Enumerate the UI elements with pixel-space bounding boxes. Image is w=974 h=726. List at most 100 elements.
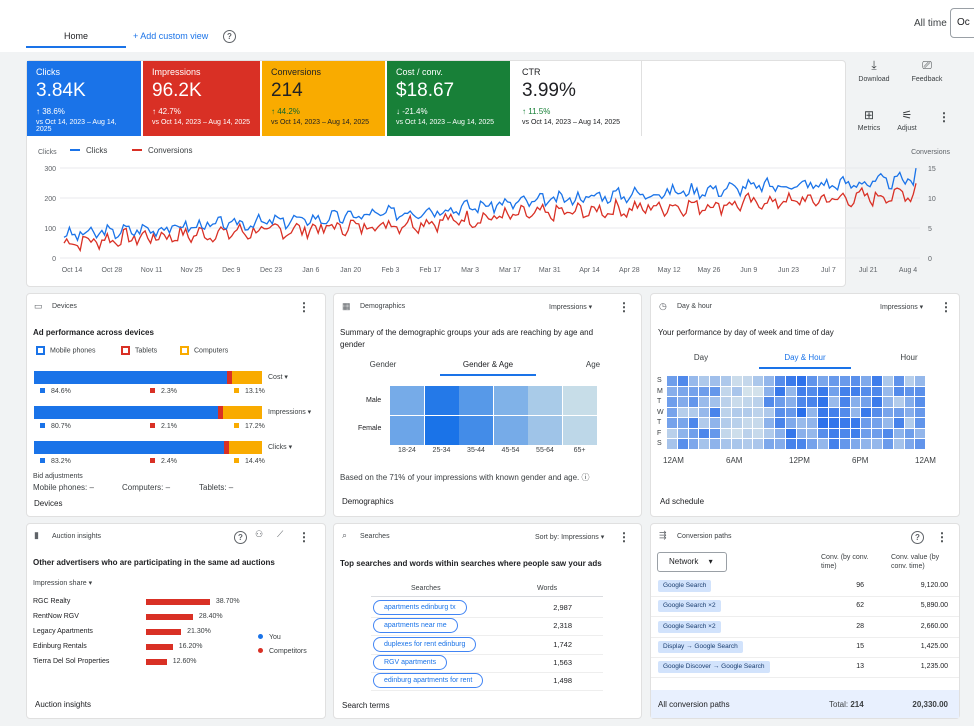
conversion-help-icon[interactable]: ? xyxy=(911,531,924,544)
heatmap-cell[interactable] xyxy=(742,407,753,417)
heatmap-cell[interactable] xyxy=(861,418,872,428)
heatmap-cell[interactable] xyxy=(850,428,861,438)
heatmap-cell[interactable] xyxy=(731,386,742,396)
demographics-link[interactable]: Demographics xyxy=(342,497,394,506)
heatmap-cell[interactable] xyxy=(459,386,493,415)
heatmap-cell[interactable] xyxy=(818,418,828,428)
heatmap-cell[interactable] xyxy=(742,418,753,428)
heatmap-cell[interactable] xyxy=(796,397,807,407)
heatmap-cell[interactable] xyxy=(753,386,764,396)
heatmap-cell[interactable] xyxy=(710,439,720,449)
heatmap-cell[interactable] xyxy=(731,418,742,428)
heatmap-cell[interactable] xyxy=(883,397,893,407)
heatmap-cell[interactable] xyxy=(677,407,688,417)
heatmap-cell[interactable] xyxy=(796,439,807,449)
heatmap-cell[interactable] xyxy=(883,386,893,396)
kpi-clicks[interactable]: Clicks 3.84K ↑ 38.6% vs Oct 14, 2023 – A… xyxy=(27,61,141,136)
heatmap-cell[interactable] xyxy=(818,376,828,386)
heatmap-cell[interactable] xyxy=(710,407,720,417)
heatmap-cell[interactable] xyxy=(731,376,742,386)
kpi-ctr[interactable]: CTR 3.99% ↑ 11.5% vs Oct 14, 2023 – Aug … xyxy=(513,61,642,136)
heatmap-cell[interactable] xyxy=(915,376,926,386)
heatmap-cell[interactable] xyxy=(528,386,562,415)
heatmap-cell[interactable] xyxy=(764,407,774,417)
tab-day[interactable]: Day xyxy=(693,353,709,362)
demographics-metric-dropdown[interactable]: Impressions ▾ xyxy=(549,304,593,311)
heatmap-cell[interactable] xyxy=(796,376,807,386)
search-term-chip[interactable]: edinburg apartments for rent xyxy=(373,673,484,689)
heatmap-cell[interactable] xyxy=(677,376,688,386)
heatmap-cell[interactable] xyxy=(667,376,677,386)
heatmap-cell[interactable] xyxy=(390,415,424,445)
heatmap-cell[interactable] xyxy=(807,407,818,417)
heatmap-cell[interactable] xyxy=(764,439,774,449)
heatmap-cell[interactable] xyxy=(562,386,597,415)
heatmap-cell[interactable] xyxy=(915,397,926,407)
auction-more-icon[interactable]: ⋮ xyxy=(298,530,310,544)
tab-day-hour[interactable]: Day & Hour xyxy=(759,353,851,369)
heatmap-cell[interactable] xyxy=(850,407,861,417)
heatmap-cell[interactable] xyxy=(872,418,882,428)
search-term-chip[interactable]: apartments edinburg tx xyxy=(373,600,467,615)
device-metric-dropdown[interactable]: Impressions ▾ xyxy=(268,409,312,416)
heatmap-cell[interactable] xyxy=(839,397,850,407)
tab-hour[interactable]: Hour xyxy=(900,353,918,362)
date-range-button[interactable]: Oc xyxy=(950,8,974,38)
heatmap-cell[interactable] xyxy=(731,428,742,438)
network-selector[interactable]: Network ▾ xyxy=(657,552,727,572)
heatmap-cell[interactable] xyxy=(850,418,861,428)
heatmap-cell[interactable] xyxy=(775,407,785,417)
heatmap-cell[interactable] xyxy=(893,376,904,386)
conversion-more-icon[interactable]: ⋮ xyxy=(936,530,948,544)
conversion-path-chip[interactable]: Google Discover → Google Search xyxy=(658,661,770,674)
heatmap-cell[interactable] xyxy=(796,386,807,396)
heatmap-cell[interactable] xyxy=(753,428,764,438)
info-icon[interactable]: ⓘ xyxy=(581,473,590,482)
heatmap-cell[interactable] xyxy=(731,407,742,417)
heatmap-cell[interactable] xyxy=(829,386,839,396)
heatmap-cell[interactable] xyxy=(742,376,753,386)
heatmap-cell[interactable] xyxy=(742,386,753,396)
auction-link[interactable]: Auction insights xyxy=(35,700,92,709)
heatmap-cell[interactable] xyxy=(667,428,677,438)
dayhour-metric-dropdown[interactable]: Impressions ▾ xyxy=(880,304,924,311)
heatmap-cell[interactable] xyxy=(861,428,872,438)
conversion-path-chip[interactable]: Google Search xyxy=(658,580,712,592)
heatmap-cell[interactable] xyxy=(710,386,720,396)
heatmap-cell[interactable] xyxy=(893,418,904,428)
heatmap-cell[interactable] xyxy=(688,397,699,407)
heatmap-cell[interactable] xyxy=(677,397,688,407)
heatmap-cell[interactable] xyxy=(688,376,699,386)
heatmap-cell[interactable] xyxy=(459,415,493,445)
heatmap-cell[interactable] xyxy=(721,428,731,438)
searches-more-icon[interactable]: ⋮ xyxy=(618,530,630,544)
heatmap-cell[interactable] xyxy=(764,428,774,438)
download-button[interactable]: ⤓ Download xyxy=(849,58,899,83)
heatmap-cell[interactable] xyxy=(493,415,528,445)
heatmap-cell[interactable] xyxy=(785,386,796,396)
heatmap-cell[interactable] xyxy=(839,418,850,428)
heatmap-cell[interactable] xyxy=(721,439,731,449)
heatmap-cell[interactable] xyxy=(785,428,796,438)
heatmap-cell[interactable] xyxy=(710,376,720,386)
heatmap-cell[interactable] xyxy=(904,376,915,386)
heatmap-cell[interactable] xyxy=(893,428,904,438)
heatmap-cell[interactable] xyxy=(753,418,764,428)
heatmap-cell[interactable] xyxy=(807,376,818,386)
heatmap-cell[interactable] xyxy=(742,439,753,449)
search-terms-link[interactable]: Search terms xyxy=(342,701,390,710)
heatmap-cell[interactable] xyxy=(775,397,785,407)
tab-gender-age[interactable]: Gender & Age xyxy=(440,360,536,376)
heatmap-cell[interactable] xyxy=(753,439,764,449)
kpi-impressions[interactable]: Impressions 96.2K ↑ 42.7% vs Oct 14, 202… xyxy=(143,61,260,136)
tab-home[interactable]: Home xyxy=(26,24,126,48)
heatmap-cell[interactable] xyxy=(764,397,774,407)
heatmap-cell[interactable] xyxy=(818,386,828,396)
heatmap-cell[interactable] xyxy=(785,439,796,449)
heatmap-cell[interactable] xyxy=(861,376,872,386)
heatmap-cell[interactable] xyxy=(677,418,688,428)
heatmap-cell[interactable] xyxy=(904,418,915,428)
heatmap-cell[interactable] xyxy=(893,386,904,396)
heatmap-cell[interactable] xyxy=(829,397,839,407)
heatmap-cell[interactable] xyxy=(850,386,861,396)
